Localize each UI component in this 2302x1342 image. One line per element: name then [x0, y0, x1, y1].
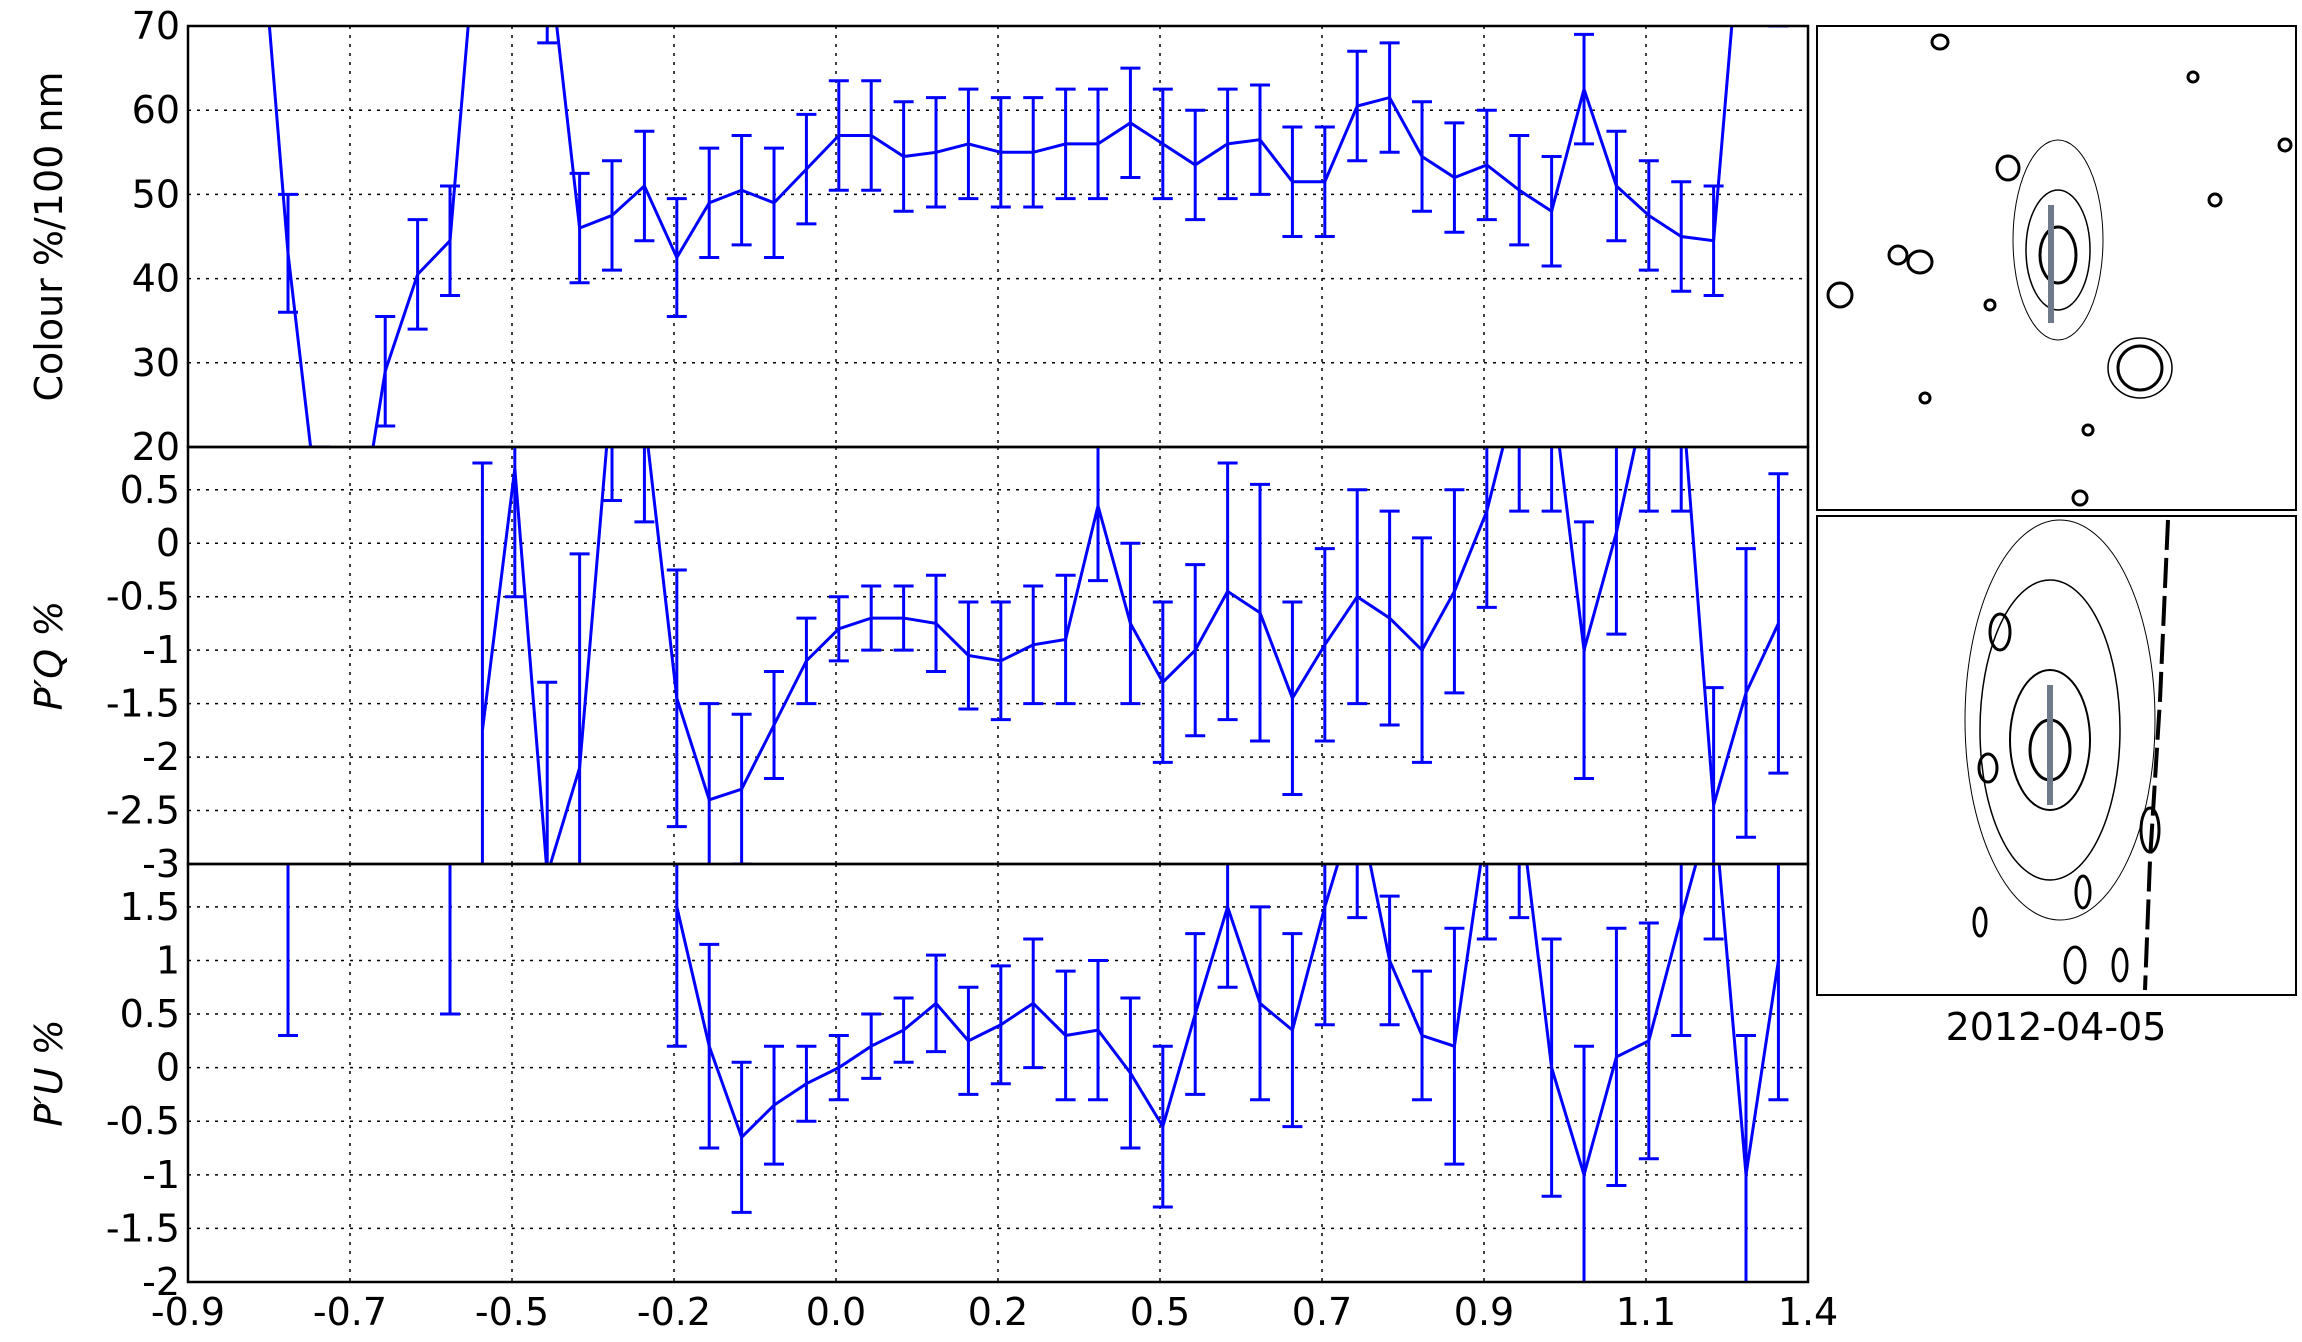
- y-tick-label: -0.5: [106, 1099, 180, 1143]
- x-tick-label: -0.5: [475, 1290, 549, 1334]
- error-bar: [1347, 864, 1368, 920]
- error-bar: [1638, 447, 1659, 513]
- error-bar: [278, 864, 299, 1037]
- x-tick-label: -0.9: [151, 1290, 225, 1334]
- y-tick-label: -1.5: [106, 682, 180, 726]
- contour-image-top: [1816, 25, 2297, 511]
- error-bar: [343, 848, 363, 859]
- y-tick-label: -1: [142, 1153, 180, 1197]
- y-tick-label: -2: [142, 1260, 180, 1304]
- error-bar: [1509, 447, 1530, 513]
- error-bar: [1671, 447, 1692, 513]
- plot-area: [472, 447, 1789, 864]
- y-tick-label: -2: [142, 735, 180, 779]
- x-tick-label: -0.2: [637, 1290, 711, 1334]
- y-tick-label: -0.5: [106, 575, 180, 619]
- y-axis-label: P′Q %: [27, 601, 71, 711]
- error-bar: [1476, 864, 1497, 941]
- error-bar: [634, 447, 655, 524]
- y-tick-label: 60: [132, 88, 180, 132]
- x-tick-label: 0.9: [1454, 1290, 1514, 1334]
- y-tick-label: 0: [156, 1046, 180, 1090]
- error-bar: [1768, 26, 1789, 28]
- x-tick-label: -0.7: [313, 1290, 387, 1334]
- x-tick-label: 1.1: [1616, 1290, 1676, 1334]
- y-tick-label: 30: [132, 341, 180, 385]
- error-bar: [343, 489, 363, 657]
- y-tick-label: 40: [132, 257, 180, 301]
- error-bar: [310, 445, 331, 447]
- contour-image-bottom: [1816, 515, 2297, 996]
- y-tick-label: 70: [132, 4, 180, 48]
- y-tick-label: -1: [142, 628, 180, 672]
- error-bar: [472, 461, 493, 864]
- error-bar: [440, 864, 461, 1016]
- image-caption: 2012-04-05: [1946, 1005, 2167, 1049]
- y-tick-label: 20: [132, 425, 180, 469]
- x-tick-label: 0.2: [968, 1290, 1028, 1334]
- y-tick-label: -3: [142, 842, 180, 886]
- y-tick-label: -1.5: [106, 1206, 180, 1250]
- y-axis-label: P′U %: [27, 1019, 71, 1127]
- data-line: [267, 26, 1734, 447]
- y-axis-label: Colour %/100 nm: [27, 72, 71, 402]
- data-line: [480, 447, 1780, 864]
- plot-area: [278, 848, 1789, 1282]
- error-bar: [537, 680, 558, 864]
- error-bar: [1703, 864, 1724, 941]
- error-bar: [1541, 447, 1562, 513]
- data-line: [675, 864, 1780, 1181]
- y-tick-label: 1: [156, 938, 180, 982]
- x-tick-label: 0.5: [1130, 1290, 1190, 1334]
- y-tick-label: 1.5: [120, 885, 180, 929]
- error-bar: [602, 447, 623, 502]
- axes-frame: [186, 862, 1810, 1284]
- y-tick-label: -2.5: [106, 789, 180, 833]
- y-tick-label: 50: [132, 172, 180, 216]
- x-tick-label: 0.0: [806, 1290, 866, 1334]
- y-tick-label: 0.5: [120, 992, 180, 1036]
- y-tick-label: 0: [156, 521, 180, 565]
- x-tick-label: 1.4: [1778, 1290, 1838, 1334]
- x-tick-label: 0.7: [1292, 1290, 1352, 1334]
- error-bar: [1509, 864, 1530, 920]
- y-tick-label: 0.5: [120, 468, 180, 512]
- plot-area: [267, 26, 1789, 657]
- error-bar: [537, 26, 558, 45]
